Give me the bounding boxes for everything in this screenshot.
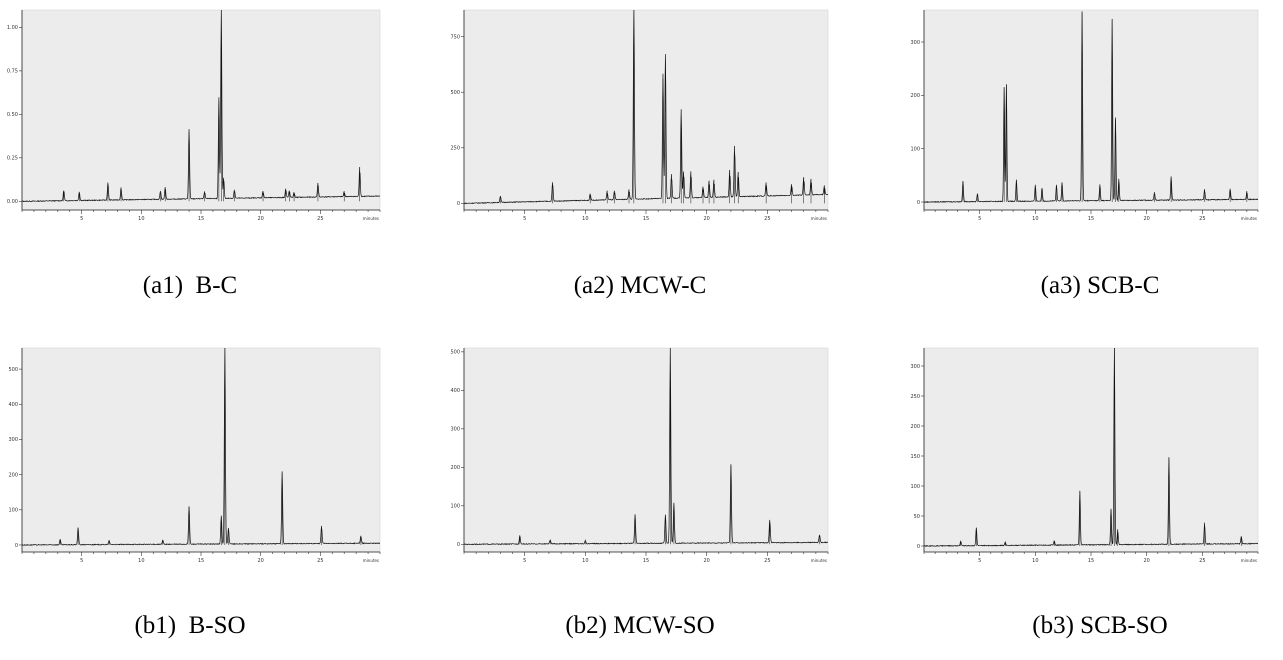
plot-area <box>21 9 381 211</box>
chromatogram-trace <box>923 11 1259 204</box>
chromatogram-panel-b3: 5 10 15 20 25 minutes 0 50 100 150 200 250 300 <box>900 340 1283 565</box>
caption-b2: (b2) MCW-SO <box>565 612 715 639</box>
y-tick-label: 200 <box>910 424 920 430</box>
x-tick-label: 25 <box>764 558 770 564</box>
y-tick-label: 100 <box>8 508 18 514</box>
y-tick-label: 300 <box>450 427 460 433</box>
y-tick-label: 0.25 <box>7 156 18 162</box>
chromatogram-trace <box>21 9 381 203</box>
x-tick-label: 20 <box>703 216 709 222</box>
y-tick-label: 300 <box>910 364 920 370</box>
y-tick-label: 100 <box>450 504 460 510</box>
x-tick-label: 15 <box>198 216 204 222</box>
x-tick-label: 10 <box>1032 558 1038 564</box>
x-tick-label: 5 <box>978 558 981 564</box>
y-tick-label: 0 <box>917 544 920 550</box>
chromatogram-panel-a3: 5 10 15 20 25 minutes 0 100 200 300 <box>900 0 1283 225</box>
caption-a1: (a1) B-C <box>142 272 238 299</box>
x-tick-label: 5 <box>80 558 83 564</box>
y-tick-label: 150 <box>910 454 920 460</box>
x-tick-label: 10 <box>138 216 144 222</box>
x-tick-label: 25 <box>764 216 770 222</box>
plot-area <box>923 9 1259 211</box>
chromatogram-svg-a1: 5 10 15 20 25 minutes 0.00 0.25 0.50 0.75 1.00 <box>7 9 381 222</box>
x-tick-label: 25 <box>317 558 323 564</box>
y-tick-label: 0 <box>457 542 460 548</box>
y-tick-label: 500 <box>450 350 460 356</box>
x-tick-label: 5 <box>80 216 83 222</box>
y-tick-label: 0 <box>457 201 460 207</box>
caption-a2: (a2) MCW-C <box>573 272 707 299</box>
x-tick-label: 5 <box>523 216 526 222</box>
x-tick-label: 15 <box>643 216 649 222</box>
plot-area <box>923 347 1259 553</box>
x-unit-label: minutes <box>1241 216 1257 221</box>
y-tick-label: 400 <box>450 388 460 394</box>
x-tick-label: 10 <box>582 558 588 564</box>
y-tick-label: 200 <box>450 465 460 471</box>
x-tick-label: 20 <box>257 558 263 564</box>
chromatogram-svg-b3: 5 10 15 20 25 minutes 0 50 100 150 200 250 300 <box>910 347 1259 564</box>
y-tick-label: 250 <box>910 394 920 400</box>
x-tick-label: 15 <box>198 558 204 564</box>
plot-area <box>463 347 829 553</box>
y-tick-label: 300 <box>8 437 18 443</box>
y-tick-label: 200 <box>8 472 18 478</box>
x-unit-label: minutes <box>1241 558 1257 563</box>
caption-a3: (a3) SCB-C <box>1040 272 1160 299</box>
x-tick-label: 20 <box>257 216 263 222</box>
x-unit-label: minutes <box>811 558 827 563</box>
y-tick-label: 400 <box>8 402 18 408</box>
chromatogram-trace <box>21 347 381 546</box>
y-tick-label: 300 <box>910 40 920 46</box>
y-tick-label: 750 <box>450 34 460 40</box>
y-tick-label: 100 <box>910 484 920 490</box>
y-tick-label: 500 <box>8 367 18 373</box>
y-tick-label: 0 <box>15 543 18 549</box>
x-tick-label: 20 <box>1143 558 1149 564</box>
x-tick-label: 20 <box>1143 216 1149 222</box>
x-tick-label: 25 <box>317 216 323 222</box>
y-tick-label: 0.00 <box>7 199 18 205</box>
x-tick-label: 10 <box>582 216 588 222</box>
chromatogram-trace <box>463 347 829 546</box>
y-tick-label: 250 <box>450 146 460 152</box>
x-tick-label: 15 <box>643 558 649 564</box>
y-tick-label: 50 <box>914 514 920 520</box>
chromatogram-panel-a1: 5 10 15 20 25 minutes 0.00 0.25 0.50 0.75 1.00 <box>0 0 400 225</box>
chromatogram-svg-a3: 5 10 15 20 25 minutes 0 100 200 300 <box>910 9 1259 222</box>
x-tick-label: 15 <box>1088 558 1094 564</box>
chromatogram-trace <box>923 347 1259 547</box>
chromatogram-panel-a2: 5 10 15 20 25 minutes 0 250 500 750 <box>448 0 838 225</box>
chromatogram-svg-b1: 5 10 15 20 25 minutes 0 100 200 300 400 500 <box>8 347 381 564</box>
x-tick-label: 5 <box>523 558 526 564</box>
y-tick-label: 0.50 <box>7 112 18 118</box>
plot-area <box>21 347 381 553</box>
x-tick-label: 25 <box>1199 216 1205 222</box>
y-tick-label: 1.00 <box>7 25 18 31</box>
x-unit-label: minutes <box>363 558 379 563</box>
y-tick-label: 100 <box>910 146 920 152</box>
chromatogram-panel-b2: 5 10 15 20 25 minutes 0 100 200 300 400 500 <box>448 340 838 565</box>
y-tick-label: 500 <box>450 90 460 96</box>
x-tick-label: 15 <box>1088 216 1094 222</box>
y-tick-label: 0 <box>917 200 920 206</box>
chromatogram-svg-b2: 5 10 15 20 25 minutes 0 100 200 300 400 500 <box>450 347 829 564</box>
caption-b3: (b3) SCB-SO <box>1032 612 1168 639</box>
x-tick-label: 25 <box>1199 558 1205 564</box>
y-tick-label: 200 <box>910 93 920 99</box>
x-tick-label: 20 <box>703 558 709 564</box>
plot-area <box>463 9 829 211</box>
chromatogram-panel-b1: 5 10 15 20 25 minutes 0 100 200 300 400 500 <box>0 340 400 565</box>
y-tick-label: 0.75 <box>7 69 18 75</box>
chromatogram-svg-a2: 5 10 15 20 25 minutes 0 250 500 750 <box>450 9 829 222</box>
x-unit-label: minutes <box>363 216 379 221</box>
x-tick-label: 10 <box>1032 216 1038 222</box>
chromatogram-trace <box>463 9 829 205</box>
x-unit-label: minutes <box>811 216 827 221</box>
x-tick-label: 10 <box>138 558 144 564</box>
x-tick-label: 5 <box>978 216 981 222</box>
caption-b1: (b1) B-SO <box>134 612 246 639</box>
